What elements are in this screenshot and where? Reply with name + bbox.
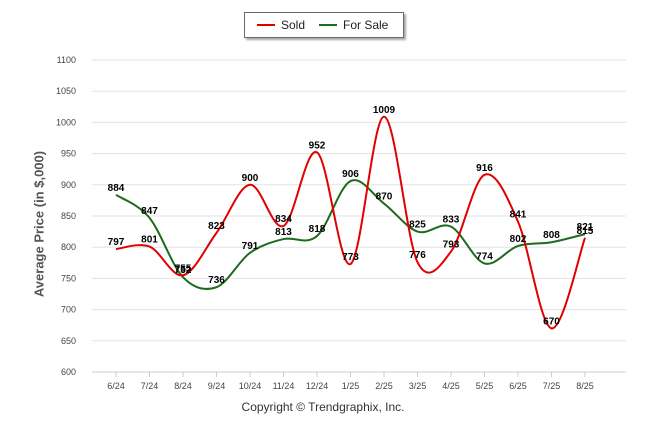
legend-item-sold[interactable]: Sold	[257, 13, 305, 37]
y-tick-label: 850	[61, 211, 76, 221]
legend-item-for-sale[interactable]: For Sale	[319, 13, 388, 37]
series-line-sold	[115, 115, 586, 330]
data-label-for-sale: 802	[510, 234, 527, 245]
copyright-footer: Copyright © Trendgraphix, Inc.	[241, 400, 405, 414]
data-label-for-sale: 847	[141, 206, 158, 217]
series-lines	[115, 115, 586, 330]
series-line-for-sale	[115, 179, 586, 290]
data-label-sold: 1009	[373, 105, 396, 116]
y-tick-label: 1100	[57, 55, 76, 65]
grid-lines	[92, 59, 626, 373]
data-label-sold: 776	[409, 250, 426, 261]
data-label-sold: 801	[141, 235, 158, 246]
x-tick-label: 7/24	[141, 381, 159, 391]
y-tick-label: 700	[61, 305, 76, 315]
x-tick-label: 7/25	[543, 381, 561, 391]
data-label-for-sale: 813	[275, 227, 292, 238]
legend-label-sold: Sold	[281, 18, 306, 32]
x-tick-label: 5/25	[476, 381, 494, 391]
legend: Sold For Sale	[244, 12, 404, 38]
data-label-sold: 793	[443, 240, 460, 251]
data-label-for-sale: 808	[543, 230, 560, 241]
x-tick-label: 6/25	[509, 381, 527, 391]
x-tick-label: 8/25	[576, 381, 594, 391]
x-tick-label: 1/25	[342, 381, 360, 391]
data-label-sold: 916	[476, 163, 493, 174]
data-label-sold: 952	[309, 140, 326, 151]
y-tick-label: 900	[61, 180, 76, 190]
x-tick-label: 3/25	[409, 381, 427, 391]
legend-label-for-sale: For Sale	[343, 18, 389, 32]
data-label-sold: 773	[342, 252, 359, 263]
data-label-sold: 797	[108, 237, 125, 248]
data-label-for-sale: 818	[309, 224, 326, 235]
x-tick-label: 12/24	[306, 381, 329, 391]
x-tick-label: 11/24	[273, 381, 295, 391]
data-label-for-sale: 906	[342, 169, 359, 180]
y-tick-label: 800	[61, 242, 76, 252]
legend-swatch-for-sale	[319, 24, 337, 26]
x-tick-label: 4/25	[442, 381, 460, 391]
data-label-sold: 841	[510, 210, 527, 221]
legend-swatch-sold	[257, 24, 275, 26]
data-label-for-sale: 752	[175, 265, 192, 276]
x-axis-ticks: 6/24 7/24 8/24 9/24 10/24 11/24 12/24 1/25 2/25 3…	[92, 371, 626, 391]
x-tick-label: 6/24	[107, 381, 125, 391]
data-label-sold: 900	[242, 173, 259, 184]
y-tick-label: 750	[61, 273, 76, 283]
x-tick-label: 9/24	[208, 381, 226, 391]
data-labels: 884 847 752 736 791 813 818 906 870 825 833 774 802 8…	[108, 105, 594, 328]
y-tick-label: 950	[61, 149, 76, 159]
y-axis-ticks: 600 650 700 750 800 850 900 950 1000 1050 1100	[56, 55, 76, 377]
data-label-sold: 815	[577, 226, 594, 237]
x-tick-label: 10/24	[239, 381, 262, 391]
y-tick-label: 1000	[56, 117, 76, 127]
y-axis-label: Average Price (in $,000)	[31, 150, 47, 298]
data-label-sold: 823	[208, 221, 225, 232]
data-label-sold: 834	[275, 214, 292, 225]
x-tick-label: 2/25	[375, 381, 393, 391]
data-label-for-sale: 774	[476, 251, 493, 262]
y-tick-label: 650	[61, 336, 76, 346]
data-label-for-sale: 825	[409, 220, 426, 231]
data-label-sold: 670	[543, 316, 560, 327]
data-label-for-sale: 884	[108, 183, 125, 194]
data-label-sold: 755	[175, 263, 192, 274]
data-label-for-sale: 736	[208, 275, 225, 286]
data-label-for-sale: 833	[443, 215, 460, 226]
x-tick-label: 8/24	[174, 381, 192, 391]
data-label-for-sale: 791	[242, 241, 259, 252]
y-tick-label: 1050	[56, 86, 76, 96]
data-label-for-sale: 821	[577, 222, 594, 233]
data-label-for-sale: 870	[376, 192, 393, 203]
y-tick-label: 600	[61, 367, 76, 377]
